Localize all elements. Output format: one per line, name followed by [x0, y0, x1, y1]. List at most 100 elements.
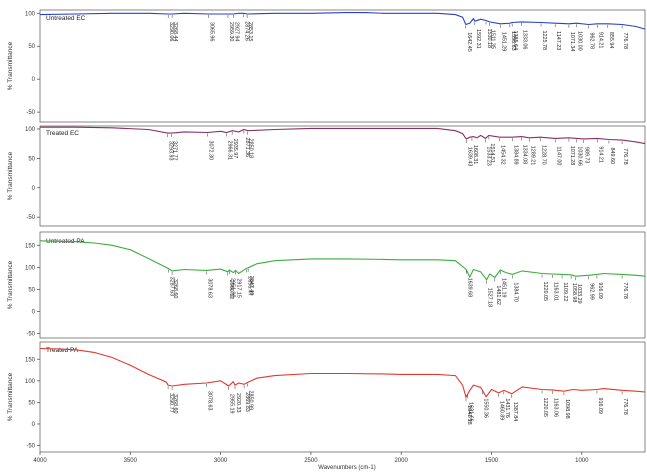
panel-0: Untreated EC 100 50 0 -50 % Transmittance 3290…	[7, 9, 646, 123]
peak-label: 1030.66	[576, 146, 582, 166]
y-tick-label: 50	[28, 287, 35, 293]
peak-label: 776.78	[622, 282, 628, 299]
peak-label: 1387.84	[512, 402, 518, 422]
x-tick-label: 1000	[575, 458, 589, 464]
peak-label: 2850.18	[248, 139, 254, 159]
peak-label: 989.73	[584, 147, 590, 164]
peak-label: 1163.06	[552, 398, 558, 417]
peak-label: 2874.26	[243, 21, 249, 41]
x-tick-label: 2500	[304, 458, 318, 464]
peak-label: 3268.60	[172, 394, 178, 414]
peak-label: 2920.33	[235, 393, 241, 413]
panel-label: Treated EC	[46, 130, 79, 137]
y-tick-label: 100	[25, 379, 36, 385]
peak-label: 1530.18	[486, 29, 492, 49]
peak-label: 1592.31	[475, 29, 481, 49]
y-axis-label: % Transmittance	[7, 372, 14, 421]
y-axis-label: % Transmittance	[7, 41, 14, 90]
peak-label: 1527.18	[487, 288, 493, 308]
spectrum-line	[39, 347, 646, 399]
spectrum-line	[39, 12, 646, 30]
peak-label: 1451.19	[500, 278, 506, 298]
y-tick-label: 100	[25, 265, 36, 271]
peak-label: 2856.47	[247, 276, 253, 296]
y-tick-label: 150	[25, 243, 36, 249]
peak-label: 776.78	[622, 398, 628, 415]
peak-label: 776.78	[622, 32, 628, 49]
peak-label: 3072.30	[208, 140, 214, 160]
x-tick-label: 1500	[485, 458, 499, 464]
peak-label: 1511.35	[489, 30, 495, 49]
peak-label: 1334.08	[521, 145, 527, 165]
peak-label: 3290.77	[168, 393, 174, 413]
peak-label: 1109.22	[562, 282, 568, 301]
y-tick-label: 100	[25, 11, 36, 17]
peak-label: 1225.78	[541, 31, 547, 50]
peak-label: 2847.49	[248, 276, 254, 296]
peak-label: 1033.29	[576, 284, 582, 304]
peak-label: 1431.76	[504, 398, 510, 418]
panel-frame	[39, 9, 646, 123]
panel-frame	[39, 125, 646, 227]
peak-label: 3268.60	[172, 279, 178, 299]
peak-label: 1533.23	[485, 146, 491, 166]
peak-label: 1481.62	[495, 285, 501, 304]
y-tick-label: 50	[28, 44, 35, 50]
panel-3: Treated PA 150 100 50 0 -50 % Transmittance 329…	[7, 341, 646, 453]
peak-label: 916.09	[597, 282, 603, 299]
peak-label: 1631.66	[468, 402, 474, 422]
peak-label: 962.99	[588, 283, 594, 300]
peak-label: 1147.23	[555, 31, 561, 50]
peak-label: 1385.64	[512, 31, 518, 50]
peak-label: 1384.70	[512, 282, 518, 302]
peak-label: 3290.06	[168, 22, 174, 42]
peak-label: 2955.19	[229, 394, 235, 414]
x-tick-label: 3000	[214, 458, 228, 464]
peak-label: 3268.44	[172, 22, 178, 42]
peak-label: 1030.00	[576, 31, 582, 50]
peak-label: 855.94	[608, 32, 614, 49]
peak-label: 1228.70	[540, 145, 546, 165]
peak-label: 1460.89	[499, 401, 505, 420]
y-tick-label: 100	[25, 127, 36, 133]
peak-label: 1639.68	[466, 278, 472, 298]
peak-label: 776.78	[622, 148, 628, 165]
peak-label: 1220.05	[542, 282, 548, 302]
x-tick-label: 3500	[124, 458, 138, 464]
panel-frame	[39, 341, 646, 453]
y-axis-label: % Transmittance	[7, 260, 14, 309]
peak-label: 2966.31	[227, 140, 233, 160]
spectrum-line	[40, 126, 646, 145]
peak-label: 1608.31	[472, 145, 478, 165]
peak-label: 2917.15	[236, 278, 242, 298]
y-tick-label: -50	[26, 110, 35, 116]
x-tick-label: 2000	[395, 458, 409, 464]
peak-label: 3078.63	[206, 391, 212, 411]
peak-label: 1289.21	[530, 146, 536, 166]
peak-label: 1333.06	[522, 30, 528, 49]
panel-frame	[39, 231, 646, 339]
peak-label: 2871.36	[244, 138, 250, 158]
peak-label: 1071.28	[569, 146, 575, 166]
peak-label: 1642.45	[466, 32, 472, 52]
peak-label: 3293.93	[168, 141, 174, 161]
peak-label: 1071.34	[569, 32, 575, 51]
spectrum-line	[39, 240, 646, 281]
peak-label: 962.78	[589, 32, 595, 49]
peak-label: 2951.98	[229, 278, 235, 298]
peak-label: 1220.05	[542, 397, 548, 417]
peak-label: 2935.97	[232, 139, 238, 159]
panel-label: Untreated EC	[46, 15, 86, 22]
peak-label: 2853.15	[247, 22, 253, 41]
peak-label: 1451.29	[500, 32, 506, 52]
peak-label: 916.09	[597, 397, 603, 414]
y-tick-label: -50	[26, 332, 35, 338]
peak-label: 2927.94	[234, 22, 240, 42]
peak-label: 914.21	[597, 32, 603, 49]
y-tick-label: 0	[32, 77, 36, 83]
peak-label: 1639.43	[466, 147, 472, 167]
x-tick-label: 4000	[33, 458, 47, 464]
y-tick-label: 0	[32, 186, 36, 192]
peak-label: 914.21	[597, 146, 603, 163]
